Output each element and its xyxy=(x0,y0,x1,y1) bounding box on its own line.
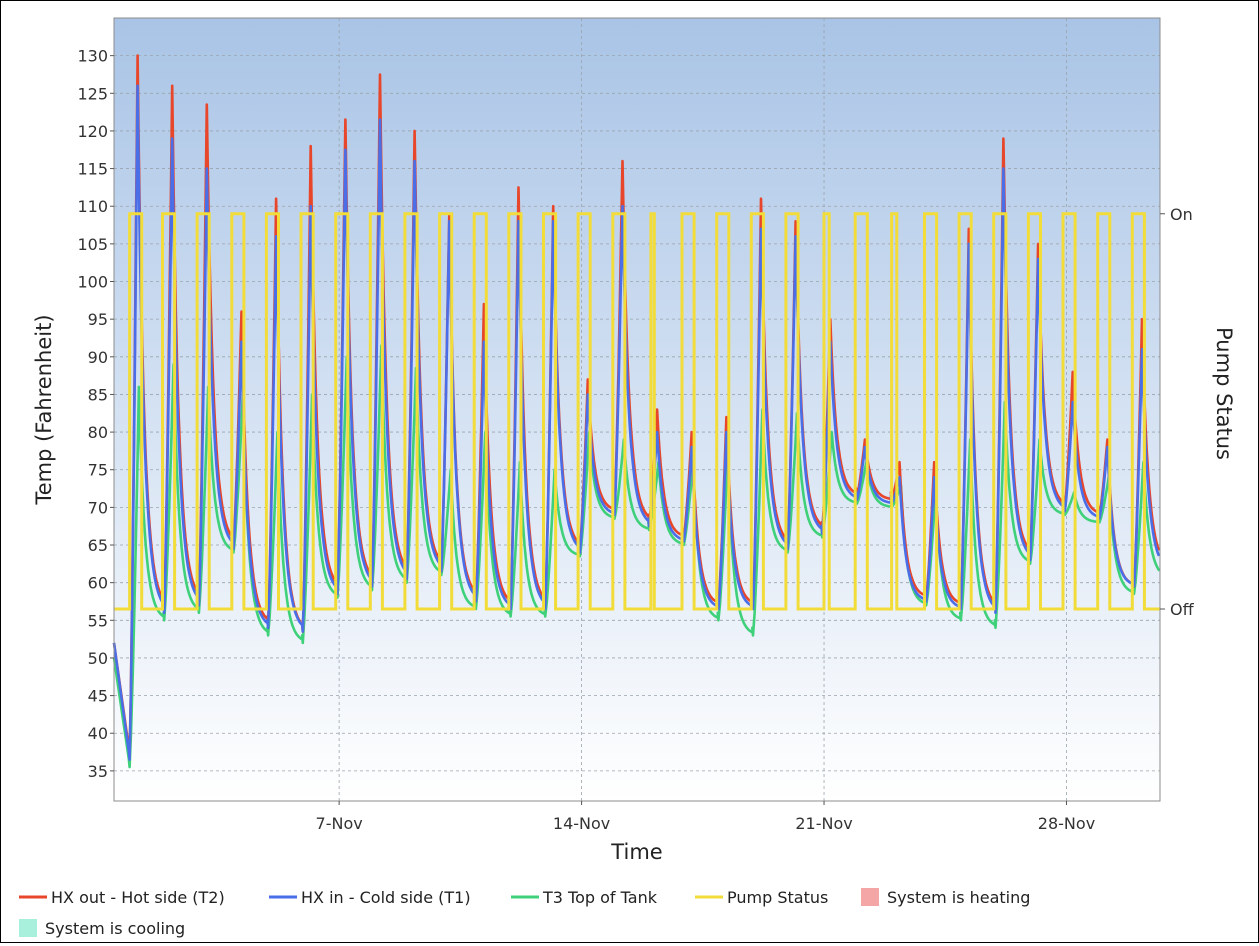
legend-item-pump[interactable]: Pump Status xyxy=(695,888,828,907)
y2-tick-label: Off xyxy=(1170,600,1195,619)
y-tick-label: 60 xyxy=(88,574,108,593)
x-tick-label: 7-Nov xyxy=(316,814,363,833)
y-tick-label: 130 xyxy=(77,47,108,66)
cooling-legend-swatch xyxy=(19,919,37,937)
y-tick-label: 40 xyxy=(88,724,108,743)
y-tick-label: 70 xyxy=(88,498,108,517)
y-tick-label: 80 xyxy=(88,423,108,442)
legend-label: HX out - Hot side (T2) xyxy=(51,888,225,907)
y-tick-label: 50 xyxy=(88,649,108,668)
heating-legend-swatch xyxy=(861,888,879,906)
y-tick-label: 85 xyxy=(88,385,108,404)
y-tick-label: 95 xyxy=(88,310,108,329)
x-tick-label: 28-Nov xyxy=(1038,814,1095,833)
legend-label: T3 Top of Tank xyxy=(542,888,658,907)
y-tick-label: 90 xyxy=(88,348,108,367)
y-tick-label: 75 xyxy=(88,461,108,480)
series-line-pump xyxy=(114,212,1160,611)
legend-label: System is heating xyxy=(887,888,1030,907)
legend-label: HX in - Cold side (T1) xyxy=(301,888,471,907)
y-tick-label: 115 xyxy=(77,160,108,179)
series-line-t1 xyxy=(112,84,1161,761)
legend-label: Pump Status xyxy=(727,888,828,907)
y2-tick-label: On xyxy=(1170,205,1193,224)
series-line-t3 xyxy=(112,344,1161,769)
y-axis-title: Temp (Fahrenheit) xyxy=(32,314,56,505)
legend-item-cooling[interactable]: System is cooling xyxy=(19,919,185,938)
y-tick-label: 100 xyxy=(77,273,108,292)
y-tick-label: 55 xyxy=(88,611,108,630)
y-tick-label: 45 xyxy=(88,687,108,706)
plot-border xyxy=(113,17,1161,802)
y2-axis-title: Pump Status xyxy=(1212,327,1236,460)
x-tick-label: 21-Nov xyxy=(795,814,852,833)
legend-item-t2[interactable]: HX out - Hot side (T2) xyxy=(19,888,225,907)
y-tick-label: 110 xyxy=(77,197,108,216)
x-axis-title: Time xyxy=(610,840,662,864)
y-tick-label: 65 xyxy=(88,536,108,555)
legend-item-heating[interactable]: System is heating xyxy=(861,888,1030,907)
y-tick-label: 125 xyxy=(77,84,108,103)
y-tick-label: 35 xyxy=(88,762,108,781)
legend-label: System is cooling xyxy=(45,919,185,938)
plot-background xyxy=(114,18,1160,801)
y-tick-label: 105 xyxy=(77,235,108,254)
legend-item-t3[interactable]: T3 Top of Tank xyxy=(511,888,658,907)
x-tick-label: 14-Nov xyxy=(553,814,610,833)
y-tick-label: 120 xyxy=(77,122,108,141)
legend-item-t1[interactable]: HX in - Cold side (T1) xyxy=(269,888,471,907)
